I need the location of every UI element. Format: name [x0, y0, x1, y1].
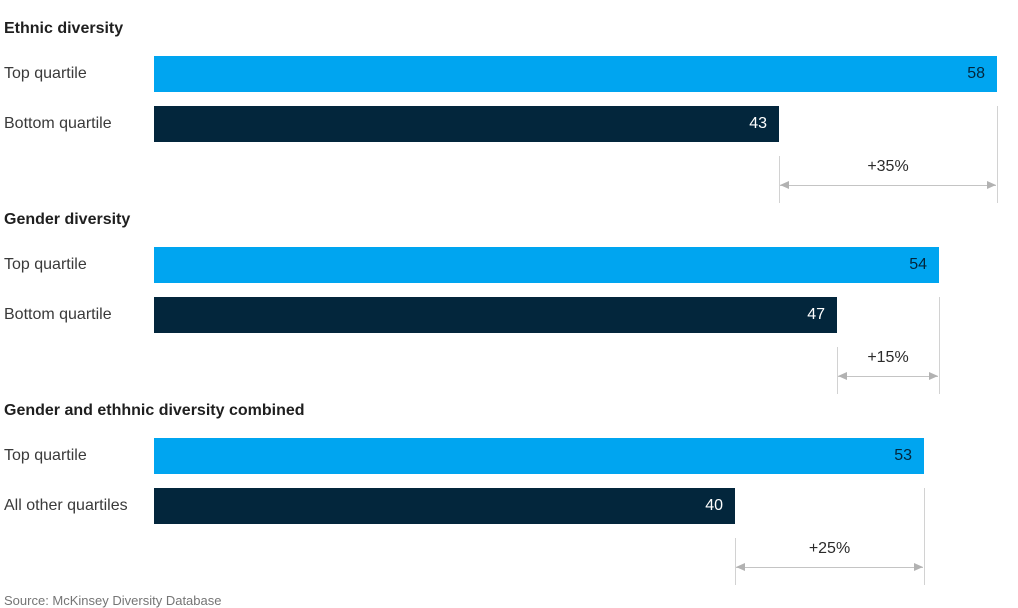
delta-label: +35% — [867, 158, 909, 175]
bar-row: Top quartile 54 — [4, 247, 1018, 283]
section-ethnic-diversity: Ethnic diversity Top quartile 58 Bottom … — [4, 20, 1018, 203]
gridline-high — [924, 488, 925, 585]
delta-annotation: +35% — [154, 106, 1018, 203]
double-arrow-icon — [736, 563, 923, 571]
bar-row: Bottom quartile 43 — [4, 106, 1018, 142]
delta-annotation: +25% — [154, 488, 1018, 585]
bar-row: Top quartile 53 — [4, 438, 1018, 474]
bar-label: Top quartile — [4, 65, 87, 82]
bar-row: Top quartile 58 — [4, 56, 1018, 92]
delta-span: +35% — [779, 156, 997, 203]
section-title: Gender diversity — [4, 211, 131, 228]
bar-label: Bottom quartile — [4, 306, 112, 323]
section-combined-diversity: Gender and ethhnic diversity combined To… — [4, 402, 1018, 585]
gridline-high — [939, 297, 940, 394]
delta-label: +25% — [808, 540, 851, 557]
bar-bottom-quartile: 47 — [154, 297, 837, 333]
gridline-low — [735, 538, 736, 585]
bar-label: Bottom quartile — [4, 115, 112, 132]
bar-value: 43 — [749, 115, 767, 132]
bar-top-quartile: 54 — [154, 247, 939, 283]
double-arrow-icon — [780, 181, 996, 189]
bar-label: All other quartiles — [4, 497, 128, 514]
gridline-high — [997, 106, 998, 203]
bar-row: All other quartiles 40 — [4, 488, 1018, 524]
bar-label: Top quartile — [4, 447, 87, 464]
delta-span: +25% — [735, 538, 924, 585]
bar-label: Top quartile — [4, 256, 87, 273]
delta-annotation: +15% — [154, 297, 1018, 394]
section-title: Gender and ethhnic diversity combined — [4, 402, 305, 419]
bar-bottom-quartile: 43 — [154, 106, 779, 142]
bar-value: 58 — [967, 65, 985, 82]
bar-value: 54 — [909, 256, 927, 273]
bar-top-quartile: 53 — [154, 438, 924, 474]
bar-value: 40 — [705, 497, 723, 514]
bar-value: 53 — [894, 447, 912, 464]
section-title: Ethnic diversity — [4, 20, 124, 37]
gridline-low — [837, 347, 838, 394]
source-note: Source: McKinsey Diversity Database — [4, 593, 222, 608]
delta-label: +15% — [867, 349, 909, 366]
double-arrow-icon — [838, 372, 938, 380]
bar-top-quartile: 58 — [154, 56, 997, 92]
delta-span: +15% — [837, 347, 939, 394]
bar-value: 47 — [807, 306, 825, 323]
bar-row: Bottom quartile 47 — [4, 297, 1018, 333]
section-gender-diversity: Gender diversity Top quartile 54 Bottom … — [4, 211, 1018, 394]
bar-all-other-quartiles: 40 — [154, 488, 735, 524]
gridline-low — [779, 156, 780, 203]
diversity-bar-chart: Ethnic diversity Top quartile 58 Bottom … — [4, 20, 1018, 608]
